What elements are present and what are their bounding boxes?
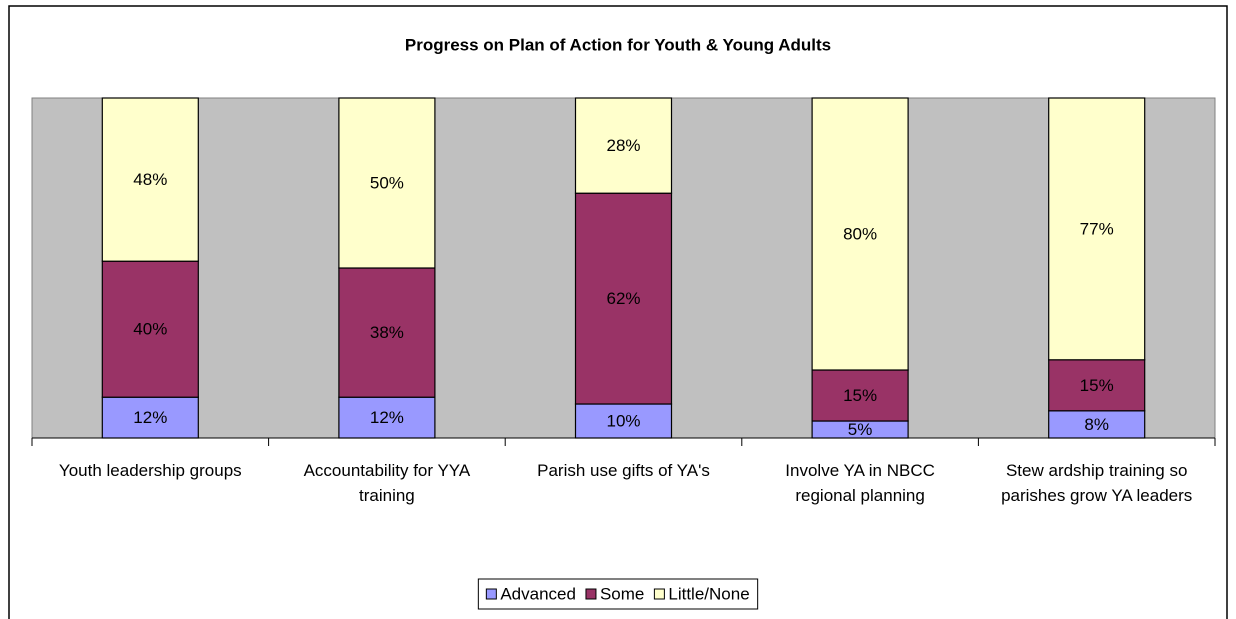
bar-segment	[811, 369, 909, 422]
bar-segment	[338, 396, 436, 439]
legend-swatch	[585, 588, 597, 600]
x-tick-label-box: Youth leadership groups	[58, 461, 242, 480]
data-label: 5%	[848, 420, 873, 439]
legend: Advanced Some Little/None	[477, 578, 759, 610]
x-tick-label: Parish use gifts of YA's	[537, 461, 710, 480]
data-label: 8%	[1084, 415, 1109, 434]
legend-label: Advanced	[500, 584, 576, 603]
data-label: 40%	[133, 320, 167, 339]
x-tick-label: Stew ardship training so parishes grow Y…	[1001, 461, 1193, 505]
data-label: 15%	[843, 386, 877, 405]
bar-segment	[338, 267, 436, 398]
data-label: 10%	[606, 411, 640, 430]
data-label: 28%	[606, 136, 640, 155]
x-tick-label: Youth leadership groups	[58, 461, 242, 480]
data-label: 12%	[133, 408, 167, 427]
bar-segment	[101, 260, 199, 398]
x-tick-label-box: Involve YA in NBCC regional planning	[785, 461, 935, 505]
data-label: 12%	[370, 408, 404, 427]
data-label: 77%	[1080, 219, 1114, 238]
data-label: 80%	[843, 224, 877, 243]
bar-segment	[338, 97, 436, 269]
data-label: 15%	[1080, 376, 1114, 395]
bar-segment	[574, 97, 673, 194]
data-label: 50%	[370, 173, 404, 192]
chart-title: Progress on Plan of Action for Youth & Y…	[405, 35, 831, 54]
x-tick-label: Accountability for YYA training	[303, 461, 471, 505]
legend-label: Some	[600, 584, 644, 603]
data-label: 48%	[133, 170, 167, 189]
bar-segment	[574, 192, 673, 405]
legend-swatch	[653, 588, 665, 600]
bar-segment	[1048, 97, 1146, 361]
bar-segment	[1048, 359, 1146, 412]
legend-box	[477, 578, 759, 610]
bar-segment	[811, 97, 909, 371]
x-tick-label-box: Stew ardship training so parishes grow Y…	[1001, 461, 1193, 505]
bar-segment	[101, 97, 199, 262]
legend-swatch	[485, 588, 497, 600]
data-label: 62%	[606, 289, 640, 308]
x-tick-label: Involve YA in NBCC regional planning	[785, 461, 935, 505]
x-tick-label-box: Parish use gifts of YA's	[537, 461, 710, 480]
bar-segment	[574, 403, 673, 439]
data-label: 38%	[370, 323, 404, 342]
legend-label: Little/None	[668, 584, 749, 603]
x-tick-label-box: Accountability for YYA training	[303, 461, 471, 505]
